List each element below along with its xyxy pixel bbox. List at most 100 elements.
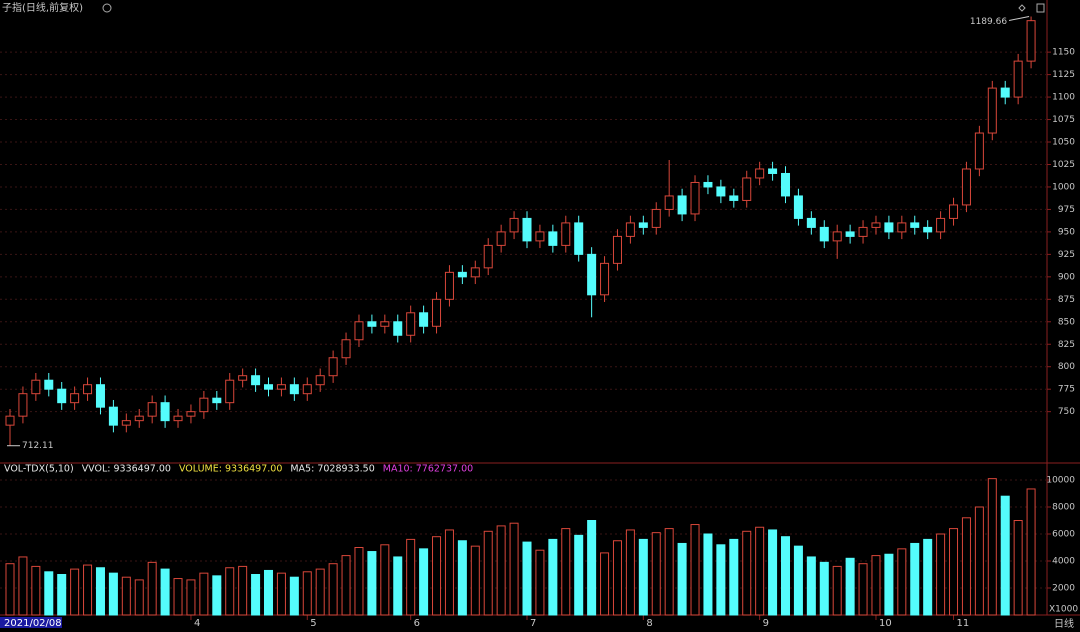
volume-bar [703,533,713,616]
volume-bar [212,575,222,616]
volume-bar [251,573,261,616]
y-tick-label: 2000 [1052,583,1075,593]
volume-bar [729,538,739,616]
candle-body [341,339,351,359]
candle-body [83,384,93,395]
icon[interactable] [1018,4,1026,12]
y-tick-label: 1100 [1052,93,1075,103]
candle-body [432,298,442,327]
volume-bar [638,538,648,616]
volume-bar [509,522,519,616]
volume-bar [936,533,946,616]
volume-bar [83,564,93,616]
candle-body [793,195,803,219]
candle-body [134,415,144,422]
volume-bar [845,557,855,616]
volume-bar [961,517,971,616]
unit-label: X1000 [1049,605,1078,615]
volume-bar [780,536,791,616]
x-tick-label: 11 [957,618,970,629]
volume-bar [18,556,28,616]
candle-body [845,231,855,237]
candle-body [664,195,674,210]
candle-body [328,357,338,377]
candle-body [716,186,726,197]
x-tick-label: 10 [879,618,892,629]
volume-bar [574,534,584,616]
candle-body [509,217,519,233]
volume-bar [44,571,54,616]
volume-bar [561,528,571,616]
candle-body [755,168,765,179]
title-icon[interactable] [102,3,112,13]
candle-body [457,271,467,278]
volume-bar [548,538,558,616]
candle-body [561,222,571,246]
y-tick-label: 775 [1058,385,1075,395]
volume-bar [302,571,312,616]
volume-bar [716,544,726,616]
volume-bar [496,525,506,616]
volume-header: MA10: 7762737.00 [383,464,473,475]
volume-bar [263,569,274,616]
candle-body [380,321,390,327]
candle-body [625,222,635,237]
y-tick-label: 900 [1058,272,1075,282]
annotation-arrow [1008,15,1030,21]
cursor-date: 2021/02/08 [4,618,62,629]
candle-body [910,222,920,228]
volume-bar [121,576,131,616]
volume-bar [1000,495,1010,616]
volume-bar [949,528,959,616]
y-tick-label: 10000 [1046,475,1075,485]
volume-bar [315,568,325,616]
volume-bar [289,576,299,616]
candle-body [884,222,894,233]
volume-bar [31,565,41,616]
candle-body [251,375,261,386]
candle-body [419,312,429,327]
candle-body [70,393,80,404]
candle-body [677,195,687,215]
y-tick-label: 875 [1058,295,1075,305]
icon[interactable] [1036,3,1045,13]
candle-body [108,406,118,426]
y-tick-label: 750 [1058,407,1075,417]
y-tick-label: 1025 [1052,160,1075,170]
y-tick-label: 1150 [1052,48,1075,58]
candle-body [444,271,454,300]
candle-body [186,411,196,417]
candle-body [95,384,105,408]
candle-body [819,226,829,242]
candle-body [923,226,933,233]
y-tick-label: 1050 [1052,138,1075,148]
candle-body [470,267,480,278]
volume-bar [612,540,622,616]
candle-body [5,415,15,426]
candle-body [212,397,222,404]
volume-bar [690,524,700,616]
volume-bar [677,542,687,616]
volume-bar [858,563,868,616]
candle-body [173,415,183,422]
y-tick-label: 800 [1058,362,1075,372]
volume-bar [5,563,15,616]
candle-body [238,375,248,381]
candle-body [742,177,752,201]
volume-bar [806,556,816,616]
y-tick-label: 1075 [1052,115,1075,125]
x-tick-label: 6 [414,618,420,629]
candle-body [276,384,286,390]
candle-body [574,222,584,255]
x-tick-label: 5 [310,618,316,629]
candle-body [302,384,312,395]
volume-bar [1013,519,1023,616]
volume-bar [134,579,144,616]
volume-bar [380,544,390,616]
candle-body [289,384,299,395]
volume-bar [522,541,532,616]
volume-bar [367,551,377,616]
volume-bar [70,568,80,616]
volume-bar [1026,488,1036,616]
